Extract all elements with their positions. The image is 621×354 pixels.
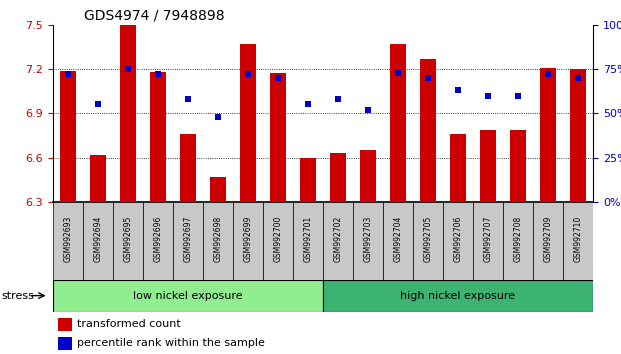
Bar — [443, 202, 473, 280]
Bar — [203, 202, 233, 280]
Bar — [210, 177, 226, 202]
Text: GSM992703: GSM992703 — [363, 216, 373, 262]
Bar — [83, 202, 113, 280]
Text: low nickel exposure: low nickel exposure — [133, 291, 243, 301]
Bar — [473, 202, 503, 280]
Text: GSM992708: GSM992708 — [514, 216, 522, 262]
Bar — [263, 202, 293, 280]
Bar — [89, 155, 106, 202]
Point — [63, 72, 73, 77]
Point — [573, 75, 583, 81]
Point — [543, 72, 553, 77]
Text: GSM992697: GSM992697 — [183, 216, 193, 262]
Bar — [58, 318, 71, 331]
Text: GSM992704: GSM992704 — [394, 216, 402, 262]
Bar — [563, 202, 593, 280]
Point — [303, 102, 313, 107]
Bar — [420, 59, 436, 202]
Bar — [233, 202, 263, 280]
Text: percentile rank within the sample: percentile rank within the sample — [77, 338, 265, 348]
Text: transformed count: transformed count — [77, 319, 181, 329]
Point — [273, 75, 283, 81]
Bar — [450, 134, 466, 202]
Bar — [503, 202, 533, 280]
Bar — [53, 202, 83, 280]
Bar — [300, 158, 316, 202]
Text: GSM992695: GSM992695 — [124, 216, 132, 262]
Text: GSM992701: GSM992701 — [304, 216, 312, 262]
Text: GSM992698: GSM992698 — [214, 216, 222, 262]
Bar — [533, 202, 563, 280]
Bar — [360, 150, 376, 202]
Text: GSM992710: GSM992710 — [574, 216, 582, 262]
Bar — [510, 130, 526, 202]
Text: GDS4974 / 7948898: GDS4974 / 7948898 — [84, 9, 224, 23]
Bar — [58, 337, 71, 350]
Bar — [383, 202, 413, 280]
Text: GSM992707: GSM992707 — [484, 216, 492, 262]
Text: GSM992700: GSM992700 — [273, 216, 283, 262]
Text: high nickel exposure: high nickel exposure — [401, 291, 515, 301]
Bar — [413, 202, 443, 280]
Point — [393, 70, 403, 75]
Bar — [270, 73, 286, 202]
Text: GSM992702: GSM992702 — [333, 216, 342, 262]
Bar — [143, 202, 173, 280]
Bar — [390, 44, 406, 202]
Bar — [60, 70, 76, 202]
Bar — [120, 25, 136, 202]
Text: stress: stress — [2, 291, 35, 301]
Bar — [323, 280, 593, 312]
Bar — [480, 130, 496, 202]
Text: GSM992709: GSM992709 — [543, 216, 553, 262]
Point — [93, 102, 103, 107]
Point — [153, 72, 163, 77]
Bar — [179, 134, 196, 202]
Point — [513, 93, 523, 98]
Point — [123, 66, 133, 72]
Bar — [540, 68, 556, 202]
Point — [183, 96, 193, 102]
Point — [363, 107, 373, 113]
Bar — [323, 202, 353, 280]
Bar — [150, 72, 166, 202]
Point — [483, 93, 493, 98]
Point — [213, 114, 223, 120]
Text: GSM992705: GSM992705 — [424, 216, 432, 262]
Text: GSM992696: GSM992696 — [153, 216, 162, 262]
Text: GSM992694: GSM992694 — [93, 216, 102, 262]
Bar — [570, 69, 586, 202]
Bar — [173, 202, 203, 280]
Point — [453, 87, 463, 93]
Bar — [293, 202, 323, 280]
Point — [243, 72, 253, 77]
Bar — [240, 44, 256, 202]
Bar — [353, 202, 383, 280]
Bar — [53, 280, 323, 312]
Text: GSM992706: GSM992706 — [453, 216, 463, 262]
Point — [333, 96, 343, 102]
Text: GSM992693: GSM992693 — [63, 216, 72, 262]
Point — [423, 75, 433, 81]
Text: GSM992699: GSM992699 — [243, 216, 252, 262]
Bar — [330, 153, 346, 202]
Bar — [113, 202, 143, 280]
